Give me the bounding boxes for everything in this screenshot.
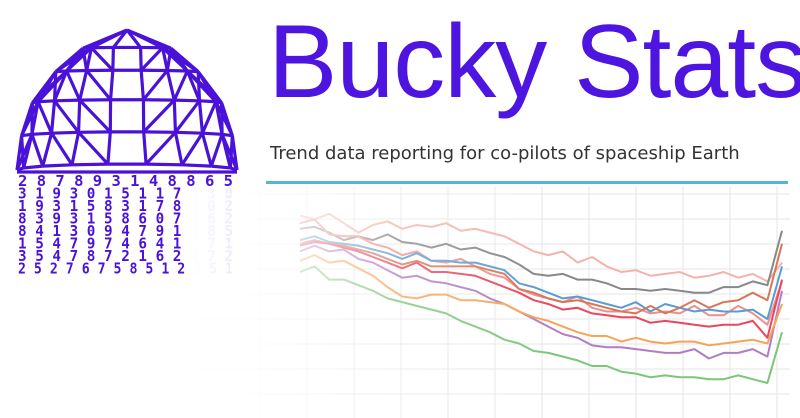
dome-strut [142, 131, 148, 165]
dome-strut [146, 162, 183, 167]
brand-tagline: Trend data reporting for co-pilots of sp… [270, 143, 740, 164]
dome-strut [50, 132, 74, 166]
brand-title[interactable]: Bucky Stats [268, 4, 800, 120]
dome-strut [42, 163, 73, 168]
dome-strut [140, 46, 164, 72]
dome-strut [53, 70, 69, 102]
dome-strut [51, 130, 79, 135]
dome-strut [161, 46, 200, 73]
dome-strut [138, 47, 143, 71]
dome-strut [78, 70, 89, 101]
dome-strut [142, 69, 169, 101]
dome-strut [54, 98, 80, 103]
geodesic-dome-icon [15, 28, 239, 174]
dome-strut [211, 164, 231, 170]
logo-digit-row: 3 5 4 7 8 7 2 1 6 2 4 7 2 [18, 247, 233, 265]
dome-strut [196, 71, 202, 101]
dome-strut [161, 47, 169, 71]
dome-strut [20, 135, 26, 169]
dome-strut [77, 131, 110, 166]
dome-strut [200, 101, 218, 134]
dome-strut [90, 28, 128, 50]
dome-strut [53, 99, 80, 134]
dome-strut [31, 131, 52, 136]
logo-digit-rows: 2 8 7 8 9 3 1 4 8 8 6 53 1 9 3 0 1 5 1 1… [18, 172, 233, 278]
dome-strut [23, 164, 43, 170]
logo-digit-row: 2 5 2 7 6 7 5 8 5 1 2 6 5 1 [18, 260, 233, 278]
dome-strut [30, 101, 40, 135]
dome-strut [181, 163, 212, 168]
dome-strut [142, 98, 176, 134]
dome-strut [126, 28, 172, 50]
dome-strut [180, 132, 204, 166]
dome-strut [38, 99, 55, 104]
dome-strut [52, 71, 58, 101]
chart-fade-overlay [190, 186, 790, 418]
dome-strut [108, 70, 115, 100]
dome-strut [70, 132, 81, 166]
dome-strut [41, 132, 54, 167]
dome-strut [200, 132, 213, 167]
dome-strut [139, 70, 146, 100]
dome-strut [20, 101, 40, 137]
dome-strut [209, 133, 224, 167]
dome-strut [174, 99, 201, 134]
dome-strut [85, 69, 112, 101]
trend-line-chart [190, 186, 790, 418]
dome-strut [220, 133, 239, 171]
dome-strut [173, 132, 184, 166]
dome-strut [199, 99, 216, 104]
dome-strut [172, 100, 178, 133]
logo-digit-row: 2 8 7 8 9 3 1 4 8 8 6 5 [18, 172, 233, 190]
logo-digit-row: 8 4 1 3 0 9 4 7 9 1 5 8 5 [18, 222, 233, 240]
dome-strut [165, 70, 176, 101]
dome-strut [106, 131, 112, 165]
dome-strut [186, 69, 223, 104]
dome-strut [185, 70, 201, 102]
dome-strut [65, 46, 93, 73]
dome-strut [112, 29, 129, 49]
logo-digit-row: 8 3 9 3 1 5 8 6 0 7 6 6 2 [18, 210, 233, 228]
geodesic-dome-logo: 2 8 7 8 9 3 1 4 8 8 6 53 1 9 3 0 1 5 1 1… [15, 28, 239, 278]
dome-strut [71, 162, 108, 167]
dome-strut [22, 133, 34, 169]
dome-strut [30, 133, 45, 167]
dome-strut [175, 130, 203, 135]
dome-strut [36, 101, 54, 134]
dome-strut [49, 100, 57, 134]
dome-strut [202, 131, 223, 136]
logo-digit-row: 3 1 9 3 0 1 5 1 1 7 8 3 0 [18, 185, 233, 203]
dome-strut [78, 98, 112, 134]
dome-strut [174, 98, 200, 103]
logo-digit-row: 1 9 3 1 5 8 3 1 7 8 3 0 2 [18, 197, 233, 215]
dome-strut [197, 100, 205, 134]
dome-strut [76, 100, 82, 133]
logo-digit-row: 1 5 4 7 9 7 4 6 4 1 7 7 1 [18, 235, 233, 253]
header-divider [266, 181, 788, 184]
dome-strut [85, 47, 93, 71]
dome-strut [111, 47, 116, 71]
dome-strut [36, 69, 68, 103]
dome-strut [90, 46, 114, 72]
dome-strut [144, 131, 177, 166]
dome-strut [65, 70, 82, 101]
dome-strut [214, 101, 234, 137]
dome-strut [172, 70, 189, 101]
